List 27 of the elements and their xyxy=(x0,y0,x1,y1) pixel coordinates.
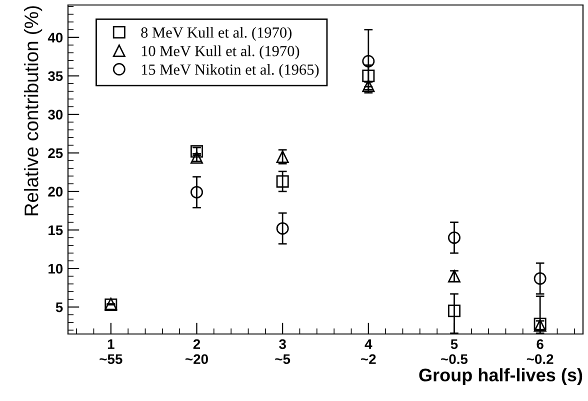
x-tick-label: 6 ~0.2 xyxy=(526,339,554,364)
legend-label: 8 MeV Kull et al. (1970) xyxy=(141,26,292,41)
point xyxy=(448,231,460,244)
y-tick-label: 5 xyxy=(56,302,63,312)
y-tick-label: 10 xyxy=(48,264,63,274)
legend-label: 15 MeV Nikotin et al. (1965) xyxy=(142,64,319,78)
point xyxy=(190,186,203,198)
x-tick-label: 4 ~2 xyxy=(361,339,376,364)
x-tick-label: 5 ~0.5 xyxy=(441,339,468,364)
point xyxy=(362,54,375,68)
y-tick-label: 35 xyxy=(48,71,63,82)
y-tick-label: 20 xyxy=(48,186,63,197)
x-tick-label: 1 ~55 xyxy=(100,339,122,364)
y-tick-label: 25 xyxy=(48,148,63,158)
y-tick-label: 40 xyxy=(48,32,63,43)
point xyxy=(276,175,289,188)
point xyxy=(534,272,546,285)
x-tick-label: 3 ~5 xyxy=(275,339,290,364)
x-tick-label: 2 ~20 xyxy=(186,339,208,364)
x-axis-title: Group half-lives (s) xyxy=(419,368,582,385)
point xyxy=(448,304,460,318)
y-axis-title: Relative contribution (%) xyxy=(24,6,42,216)
point xyxy=(276,222,289,235)
legend-label: 10 MeV Kull et al. (1970) xyxy=(142,45,300,60)
y-tick-label: 15 xyxy=(48,225,63,236)
y-tick-label: 30 xyxy=(48,110,63,120)
point xyxy=(362,70,375,82)
